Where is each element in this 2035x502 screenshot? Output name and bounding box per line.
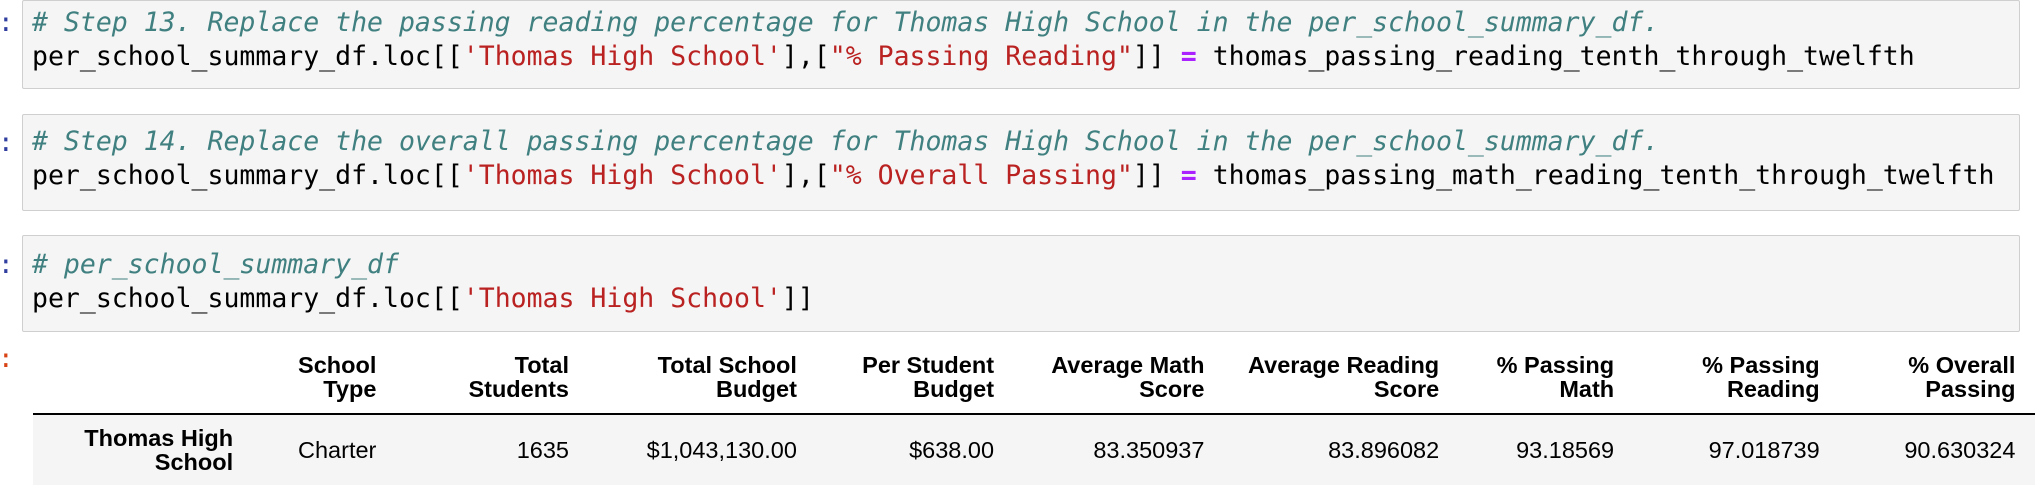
- col-header-total-students: Total Students: [376, 342, 569, 415]
- dataframe-output: School Type Total Students Total School Bud…: [33, 342, 2035, 485]
- code-statement: per_school_summary_df.loc[['Thomas High …: [32, 41, 1915, 72]
- code-object: per_school_summary_df.loc[[: [32, 160, 463, 191]
- cell-prompt: :: [0, 128, 14, 158]
- table-header-row: School Type Total Students Total School Bud…: [33, 342, 2035, 415]
- code-string: "% Passing Reading": [829, 41, 1133, 72]
- code-operator: =: [1180, 160, 1197, 191]
- code-string: 'Thomas High School': [462, 283, 782, 314]
- code-cell-step-14[interactable]: # Step 14. Replace the overall passing p…: [22, 114, 2020, 211]
- code-cell-step-13[interactable]: # Step 13. Replace the passing reading p…: [22, 0, 2020, 89]
- col-header-avg-math: Average Math Score: [994, 342, 1205, 415]
- col-header-per-student-budget: Per Student Budget: [796, 342, 995, 415]
- code-punct: ]]: [1132, 160, 1165, 191]
- code-cell-display[interactable]: # per_school_summary_df per_school_summa…: [22, 235, 2020, 332]
- code-string: 'Thomas High School': [462, 160, 782, 191]
- code-rhs: thomas_passing_math_reading_tenth_throug…: [1212, 160, 1995, 191]
- cell-total-budget: $1,043,130.00: [646, 436, 797, 463]
- cell-school-type: Charter: [298, 436, 377, 463]
- code-punct: ]]: [1132, 41, 1165, 72]
- row-index-label: Thomas High School: [84, 425, 234, 475]
- col-header-school-type: School Type: [233, 342, 377, 415]
- cell-pct-passing-reading: 97.018739: [1708, 436, 1820, 463]
- code-string: 'Thomas High School': [462, 41, 782, 72]
- col-header-total-budget: Total School Budget: [568, 342, 797, 415]
- code-statement: per_school_summary_df.loc[['Thomas High …: [32, 160, 1994, 191]
- comment-text: # Step 13. Replace the passing reading p…: [32, 7, 1660, 38]
- cell-pct-overall: 90.630324: [1904, 436, 2016, 463]
- code-rhs: thomas_passing_reading_tenth_through_twe…: [1212, 41, 1915, 72]
- code-comment: # Step 14. Replace the overall passing p…: [32, 126, 1659, 157]
- code-string: "% Overall Passing": [829, 160, 1133, 191]
- col-header-avg-reading: Average Reading Score: [1204, 342, 1440, 415]
- comment-text: # Step 14. Replace the overall passing p…: [32, 126, 1660, 157]
- code-punct: ],[: [781, 41, 830, 72]
- col-header-pct-overall: % Overall Passing: [1819, 342, 2016, 415]
- col-header-pct-passing-reading: % Passing Reading: [1614, 342, 1820, 415]
- cell-prompt: :: [0, 8, 14, 38]
- code-punct: ],[: [781, 160, 830, 191]
- code-object: per_school_summary_df.loc[[: [32, 41, 463, 72]
- table-row: Thomas High School Charter 1635 $1,043,13…: [33, 414, 2035, 485]
- cell-per-student-budget: $638.00: [909, 436, 995, 463]
- cell-prompt: :: [0, 250, 14, 280]
- index-header: [33, 342, 234, 415]
- cell-total-students: 1635: [516, 436, 569, 463]
- col-header-pct-passing-math: % Passing Math: [1439, 342, 1615, 415]
- code-comment: # Step 13. Replace the passing reading p…: [32, 7, 1659, 38]
- cell-pct-passing-math: 93.18569: [1516, 436, 1615, 463]
- comment-text: # per_school_summary_df: [32, 249, 399, 280]
- output-prompt: :: [0, 344, 14, 374]
- cell-avg-reading: 83.896082: [1328, 436, 1440, 463]
- code-statement: per_school_summary_df.loc[['Thomas High …: [32, 283, 814, 314]
- cell-avg-math: 83.350937: [1093, 436, 1205, 463]
- code-comment: # per_school_summary_df: [32, 249, 399, 280]
- code-punct: ]]: [781, 283, 814, 314]
- code-object: per_school_summary_df.loc[[: [32, 283, 463, 314]
- code-operator: =: [1180, 41, 1197, 72]
